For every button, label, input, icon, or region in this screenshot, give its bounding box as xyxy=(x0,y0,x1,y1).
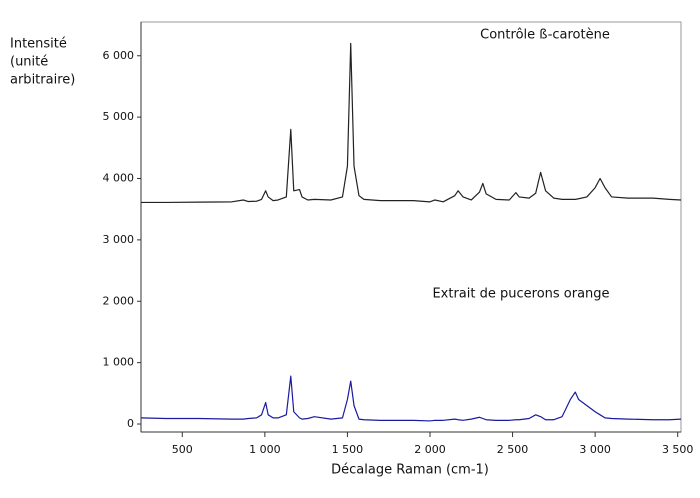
spectrum-line xyxy=(140,375,682,422)
y-tick-label: 2 000 xyxy=(103,294,135,307)
y-axis-title: arbitraire) xyxy=(10,73,75,88)
y-tick-label: 4 000 xyxy=(103,172,135,185)
x-tick-label: 2 000 xyxy=(414,443,446,456)
spectrum-line xyxy=(141,42,682,204)
x-axis-title: Décalage Raman (cm-1) xyxy=(331,463,489,478)
y-axis-title: Intensité xyxy=(10,37,67,52)
x-tick-label: 2 500 xyxy=(497,443,529,456)
y-tick-label: 3 000 xyxy=(103,233,135,246)
plot-frame xyxy=(140,21,682,433)
y-tick-label: 6 000 xyxy=(103,49,135,62)
x-tick-label: 3 500 xyxy=(662,443,694,456)
y-tick-label: 1 000 xyxy=(103,356,135,369)
x-tick-label: 3 000 xyxy=(579,443,611,456)
x-tick-label: 500 xyxy=(172,443,193,456)
x-tick-label: 1 000 xyxy=(249,443,281,456)
y-tick-label: 5 000 xyxy=(103,110,135,123)
annotation: Contrôle ß-carotène xyxy=(480,28,610,43)
y-tick-label: 0 xyxy=(127,417,134,430)
x-tick-label: 1 500 xyxy=(332,443,364,456)
annotation: Extrait de pucerons orange xyxy=(432,287,609,302)
y-axis-title: (unité xyxy=(10,55,48,70)
